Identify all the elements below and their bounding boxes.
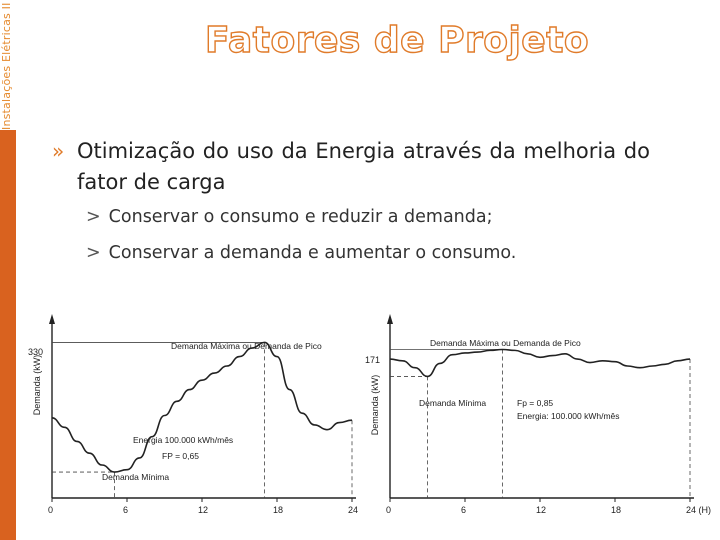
chart-left-xticks: 0 6 12 18 24 (H)	[48, 498, 358, 515]
chart-left-min-label: Demanda Mínima	[102, 472, 169, 482]
sub-item-text: Conservar o consumo e reduzir a demanda;	[108, 207, 493, 227]
chart-left-line	[51, 341, 353, 473]
x-tick-label: 12	[536, 505, 546, 515]
sidebar-accent-bar	[0, 130, 16, 540]
sub-item-text: Conservar a demanda e aumentar o consumo…	[108, 243, 517, 263]
main-bullet: » Otimização do uso da Energia através d…	[52, 136, 650, 198]
sidebar-label: Instalações Elétricas II	[0, 2, 13, 130]
chart-right-min-label: Demanda Mínima	[419, 398, 486, 408]
chart-left-ytick: 330	[28, 347, 43, 357]
sub-item-marker: >	[86, 243, 101, 263]
y-axis-arrow	[387, 314, 393, 324]
chart-left-energy-label: Energia 100.000 kWh/mês	[133, 435, 233, 445]
chart-right-xticks: 0 6 12 18 24 (H)	[386, 498, 711, 515]
x-tick-label: 6	[123, 505, 128, 515]
chart-left-peak-label: Demanda Máxima ou Demanda de Pico	[171, 341, 322, 351]
x-tick-label: 24 (H)	[686, 505, 711, 515]
x-tick-label: 18	[611, 505, 621, 515]
sidebar: Instalações Elétricas II	[0, 0, 18, 540]
chart-right: Demanda (kW) 171 Demanda Máxima ou Deman…	[362, 310, 720, 520]
x-tick-label: 12	[198, 505, 208, 515]
chart-left-ylabel: Demanda (kW)	[32, 355, 42, 416]
chart-left: Demanda (kW) 330 Demanda Máxima ou Deman…	[28, 310, 358, 520]
x-tick-label: 0	[386, 505, 391, 515]
chart-right-ylabel: Demanda (kW)	[370, 375, 380, 436]
slide-title: Fatores de Projeto	[204, 19, 590, 61]
sub-item-marker: >	[86, 207, 101, 227]
sub-item-2: > Conservar a demanda e aumentar o consum…	[86, 243, 516, 263]
chart-left-fp-label: FP = 0,65	[162, 451, 199, 461]
chart-right-peak-label: Demanda Máxima ou Demanda de Pico	[430, 338, 581, 348]
x-tick-label: 24 (H)	[348, 505, 358, 515]
chart-right-ytick: 171	[365, 355, 380, 365]
bullet-marker: »	[52, 139, 65, 163]
chart-right-energy-label: Energia: 100.000 kWh/mês	[517, 411, 620, 421]
x-tick-label: 18	[273, 505, 283, 515]
chart-right-line	[389, 348, 691, 378]
sub-item-1: > Conservar o consumo e reduzir a demanda…	[86, 207, 492, 227]
chart-right-axes	[387, 314, 694, 499]
y-axis-arrow	[49, 314, 55, 324]
main-bullet-text: Otimização do uso da Energia através da …	[77, 139, 650, 194]
chart-left-axes	[49, 314, 356, 499]
chart-right-fp-label: Fp = 0,85	[517, 398, 553, 408]
x-tick-label: 6	[461, 505, 466, 515]
x-tick-label: 0	[48, 505, 53, 515]
